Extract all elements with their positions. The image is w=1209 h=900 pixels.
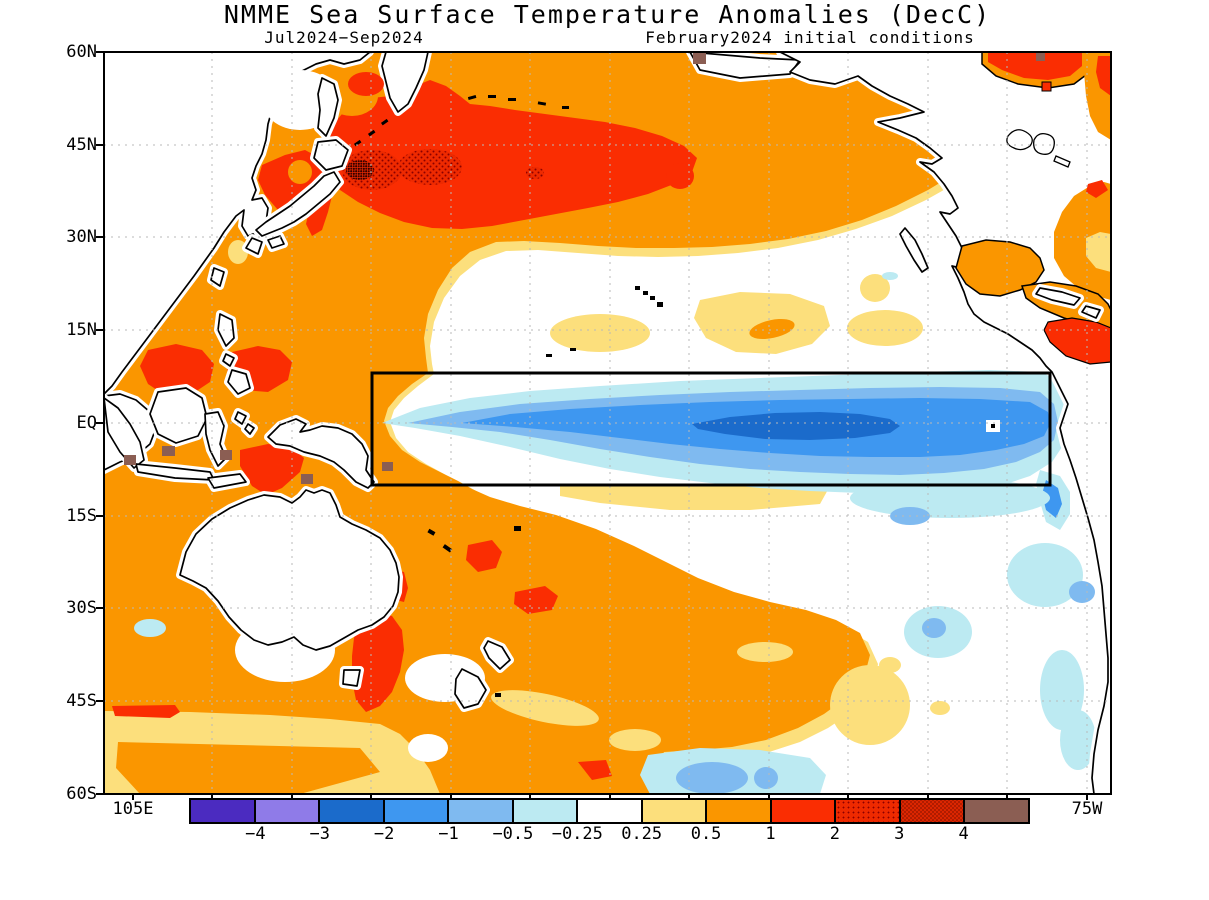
lat-label-15N: 15N (66, 320, 97, 340)
lat-label-30S: 30S (66, 598, 97, 618)
colorbar-tick-−0.5: −0.5 (492, 824, 534, 844)
colorbar-tick-−1: −1 (438, 824, 459, 844)
colorbar-segment-0.25to0.5 (640, 800, 706, 822)
colorbar-tick-−0.25: −0.25 (551, 824, 603, 844)
lat-label-60N: 60N (66, 42, 97, 62)
initial-conditions-label: February2024 initial conditions (645, 28, 975, 47)
colorbar-segment-<-4 (191, 800, 254, 822)
colorbar-segment-3to4 (898, 800, 964, 822)
lat-label-60S: 60S (66, 784, 97, 804)
colorbar-segment--0.5to-0.25 (511, 800, 577, 822)
colorbar-segment-1to2 (769, 800, 835, 822)
colorbar-segment->4 (963, 800, 1028, 822)
colorbar-tick-2: 2 (829, 824, 840, 844)
lat-label-45N: 45N (66, 135, 97, 155)
colorbar (189, 798, 1030, 824)
colorbar-tick-3: 3 (894, 824, 905, 844)
north-pacific-warm-core (306, 80, 697, 236)
colorbar-segment-2to3 (834, 800, 899, 822)
great-lakes-outline (1006, 129, 1071, 168)
colorbar-segment--0.25to0.25 (576, 800, 641, 822)
colorbar-tick-0.5: 0.5 (690, 824, 722, 844)
colorbar-tick-0.25: 0.25 (621, 824, 663, 844)
lon-label-105E: 105E (112, 799, 154, 819)
colorbar-segment--2to-1 (382, 800, 448, 822)
axis-ticks (96, 51, 1088, 800)
colorbar-segment-0.5to1 (705, 800, 770, 822)
enso-region-box (370, 371, 1052, 487)
map-ocean-layers (104, 52, 1111, 794)
lat-label-30N: 30N (66, 227, 97, 247)
colorbar-segment--1to-0.5 (447, 800, 512, 822)
small-island-specks (353, 94, 663, 697)
colorbar-tick-4: 4 (958, 824, 969, 844)
colorbar-tick-1: 1 (765, 824, 776, 844)
lat-label-EQ: EQ (76, 413, 97, 433)
page-title: NMME Sea Surface Temperature Anomalies (… (223, 0, 992, 29)
lon-label-75W: 75W (1071, 799, 1103, 819)
colorbar-tick-−2: −2 (373, 824, 395, 844)
forecast-season-label: Jul2024−Sep2024 (264, 28, 424, 47)
equatorial-cold-tongue (382, 370, 1070, 530)
colorbar-segment--3to-2 (318, 800, 383, 822)
colorbar-segment--4to-3 (253, 800, 319, 822)
lat-label-15S: 15S (66, 506, 97, 526)
lat-label-45S: 45S (66, 691, 97, 711)
colorbar-tick-−3: −3 (309, 824, 330, 844)
extreme-warm-specks (124, 53, 706, 484)
colorbar-tick-−4: −4 (245, 824, 266, 844)
